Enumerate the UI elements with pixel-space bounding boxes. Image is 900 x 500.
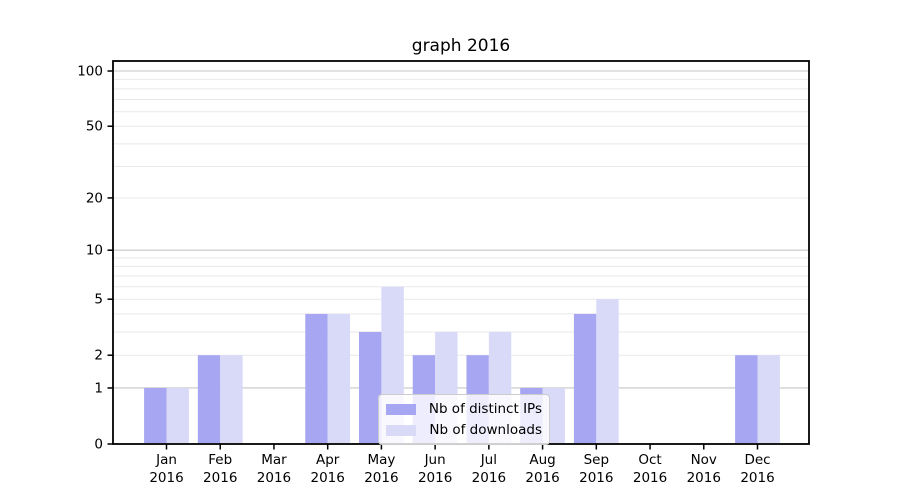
x-tick-label-year-sep: 2016	[579, 470, 613, 486]
y-tick-label-10: 10	[86, 243, 103, 259]
x-tick-label-month-nov: Nov	[691, 452, 717, 468]
x-tick-label-month-dec: Dec	[744, 452, 770, 468]
x-tick-label-month-jan: Jan	[155, 452, 177, 468]
x-tick-label-year-feb: 2016	[203, 470, 237, 486]
x-tick-label-year-jun: 2016	[418, 470, 452, 486]
legend-row-downloads: Nb of downloads	[386, 422, 542, 438]
x-tick-label-year-oct: 2016	[633, 470, 667, 486]
x-tick-label-year-jul: 2016	[472, 470, 506, 486]
x-tick-label-month-mar: Mar	[261, 452, 287, 468]
bar-downloads-feb	[220, 355, 243, 443]
bar-distinct-ips-jan	[144, 387, 167, 443]
bar-downloads-dec	[757, 355, 780, 443]
y-tick-label-5: 5	[94, 292, 103, 308]
bar-downloads-jan	[166, 387, 189, 443]
x-tick-label-year-mar: 2016	[257, 470, 291, 486]
y-tick-label-100: 100	[77, 64, 103, 80]
bar-distinct-ips-feb	[197, 355, 221, 443]
x-tick-label-year-nov: 2016	[687, 470, 721, 486]
bar-distinct-ips-may	[359, 331, 382, 443]
bar-distinct-ips-dec	[735, 355, 758, 443]
legend-label-distinct-ips: Nb of distinct IPs	[428, 401, 542, 417]
legend-label-downloads: Nb of downloads	[429, 422, 542, 438]
x-tick-label-month-may: May	[367, 452, 395, 468]
x-tick-label-month-apr: Apr	[316, 452, 340, 468]
x-tick-label-month-aug: Aug	[529, 452, 555, 468]
x-tick-label-month-jun: Jun	[424, 452, 446, 468]
y-tick-label-50: 50	[86, 119, 103, 135]
x-tick-label-year-dec: 2016	[740, 470, 774, 486]
legend: Nb of distinct IPs Nb of downloads	[378, 394, 550, 445]
x-tick-label-month-sep: Sep	[584, 452, 609, 468]
x-tick-label-month-oct: Oct	[638, 452, 661, 468]
y-tick-label-20: 20	[86, 190, 103, 206]
legend-swatch-downloads	[386, 424, 416, 436]
y-tick-label-1: 1	[94, 380, 103, 396]
legend-swatch-distinct-ips	[386, 403, 416, 415]
x-tick-label-year-may: 2016	[364, 470, 398, 486]
legend-row-distinct-ips: Nb of distinct IPs	[386, 401, 542, 417]
bar-distinct-ips-apr	[305, 313, 328, 443]
bar-downloads-sep	[596, 299, 619, 443]
bar-downloads-apr	[327, 313, 351, 443]
x-tick-label-month-feb: Feb	[208, 452, 232, 468]
x-tick-label-year-aug: 2016	[525, 470, 559, 486]
y-tick-label-2: 2	[94, 348, 103, 364]
chart-title: graph 2016	[411, 36, 511, 56]
bar-distinct-ips-sep	[573, 313, 597, 443]
x-tick-label-month-jul: Jul	[480, 452, 497, 468]
x-tick-label-year-jan: 2016	[149, 470, 183, 486]
x-tick-label-year-apr: 2016	[311, 470, 345, 486]
y-tick-label-0: 0	[94, 437, 103, 453]
